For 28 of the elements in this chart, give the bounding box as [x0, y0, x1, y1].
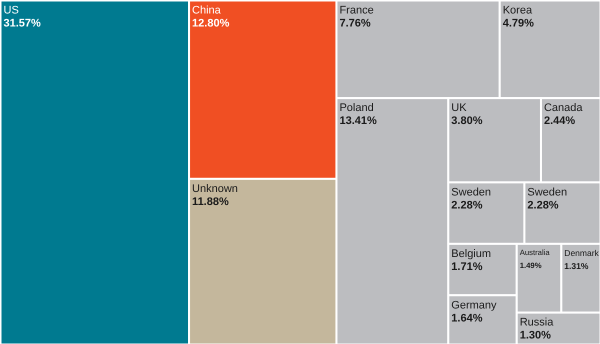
data-label: 4.79% — [502, 18, 534, 30]
category-label: UK — [451, 102, 468, 114]
data-label: 11.88% — [192, 196, 229, 208]
data-label: 13.41% — [339, 115, 377, 128]
category-label: Korea — [502, 4, 533, 16]
category-label: Poland — [339, 102, 374, 114]
category-label: Denmark — [564, 248, 600, 258]
data-label: 7.76% — [339, 18, 371, 30]
data-label: 1.31% — [564, 260, 589, 271]
category-label: China — [192, 4, 222, 16]
category-label: US — [4, 4, 19, 16]
data-label: 1.71% — [451, 260, 483, 273]
data-label: 2.28% — [451, 199, 483, 212]
data-label: 2.28% — [527, 199, 559, 212]
category-label: Belgium — [451, 248, 492, 260]
category-label: Germany — [451, 299, 498, 312]
category-label: Sweden — [527, 186, 568, 198]
category-label: Unknown — [192, 182, 238, 195]
category-label: Canada — [544, 102, 584, 114]
data-label: 1.64% — [451, 312, 483, 324]
data-label: 3.80% — [451, 115, 483, 128]
data-label: 2.44% — [544, 115, 576, 128]
data-label: 12.80% — [192, 18, 230, 30]
category-label: France — [339, 4, 374, 16]
category-label: Sweden — [451, 186, 492, 198]
data-label: 31.57% — [4, 18, 42, 30]
data-label: 1.30% — [520, 330, 552, 342]
category-label: Russia — [520, 316, 554, 329]
